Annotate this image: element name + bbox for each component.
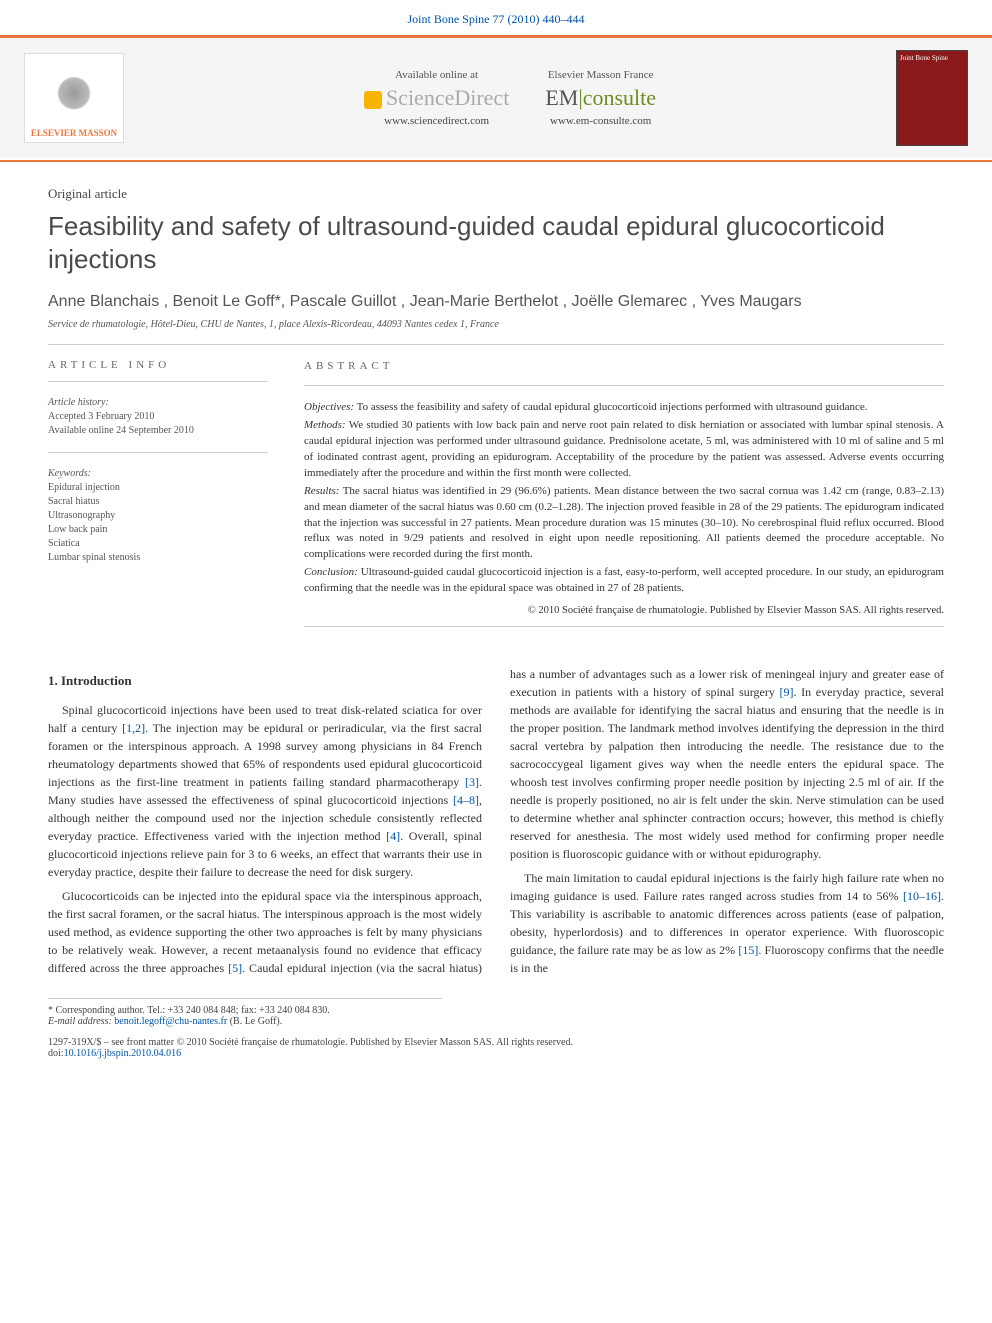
elsevier-tree-icon bbox=[50, 74, 98, 122]
keywords-block: Keywords: Epidural injection Sacral hiat… bbox=[48, 467, 268, 565]
citation-link[interactable]: [3] bbox=[465, 775, 479, 789]
citation-link[interactable]: [4–8] bbox=[453, 793, 479, 807]
citation-text: Joint Bone Spine 77 (2010) 440–444 bbox=[408, 12, 585, 26]
publisher-logo: ELSEVIER MASSON bbox=[24, 53, 124, 143]
history-line: Available online 24 September 2010 bbox=[48, 424, 268, 438]
article-content: Original article Feasibility and safety … bbox=[0, 162, 992, 1083]
affiliation: Service de rhumatologie, Hôtel-Dieu, CHU… bbox=[48, 319, 944, 330]
citation-link[interactable]: [1,2] bbox=[122, 721, 145, 735]
doi-link[interactable]: 10.1016/j.jbspin.2010.04.016 bbox=[64, 1048, 182, 1059]
citation-link[interactable]: [9] bbox=[780, 685, 794, 699]
doi-line: doi:10.1016/j.jbspin.2010.04.016 bbox=[48, 1048, 944, 1059]
keyword: Sciatica bbox=[48, 537, 268, 551]
journal-banner: ELSEVIER MASSON Available online at Scie… bbox=[0, 35, 992, 160]
divider bbox=[48, 381, 268, 382]
email-label: E-mail address: bbox=[48, 1016, 112, 1027]
sciencedirect-block: Available online at ScienceDirect www.sc… bbox=[364, 69, 509, 127]
conclusion-label: Conclusion: bbox=[304, 566, 358, 578]
history-label: Article history: bbox=[48, 396, 268, 410]
article-history: Article history: Accepted 3 February 201… bbox=[48, 396, 268, 438]
doi-label: doi: bbox=[48, 1048, 64, 1059]
citation-link[interactable]: [5] bbox=[228, 961, 242, 975]
history-line: Accepted 3 February 2010 bbox=[48, 410, 268, 424]
keywords-label: Keywords: bbox=[48, 467, 268, 481]
abstract-heading: ABSTRACT bbox=[304, 359, 944, 375]
citation-link[interactable]: [4] bbox=[386, 829, 400, 843]
divider bbox=[304, 626, 944, 627]
email-link[interactable]: benoit.legoff@chu-nantes.fr bbox=[114, 1016, 227, 1027]
body-text: 1. Introduction Spinal glucocorticoid in… bbox=[48, 665, 944, 980]
corresponding-author: * Corresponding author. Tel.: +33 240 08… bbox=[48, 1005, 442, 1016]
article-type: Original article bbox=[48, 186, 944, 202]
publisher-name: ELSEVIER MASSON bbox=[31, 128, 117, 138]
abstract-objectives: Objectives: To assess the feasibility an… bbox=[304, 400, 944, 416]
email-line: E-mail address: benoit.legoff@chu-nantes… bbox=[48, 1016, 442, 1027]
article-title: Feasibility and safety of ultrasound-gui… bbox=[48, 210, 944, 275]
body-paragraph: Spinal glucocorticoid injections have be… bbox=[48, 701, 482, 881]
sd-top-text: Available online at bbox=[364, 69, 509, 81]
objectives-label: Objectives: bbox=[304, 401, 354, 413]
sciencedirect-icon bbox=[364, 91, 382, 109]
email-suffix: (B. Le Goff). bbox=[230, 1016, 283, 1027]
abstract-column: ABSTRACT Objectives: To assess the feasi… bbox=[304, 359, 944, 641]
banner-center: Available online at ScienceDirect www.sc… bbox=[148, 69, 872, 127]
methods-label: Methods: bbox=[304, 419, 346, 431]
info-heading: ARTICLE INFO bbox=[48, 359, 268, 371]
emconsulte-block: Elsevier Masson France EM|consulte www.e… bbox=[545, 69, 656, 127]
citation-link[interactable]: [10–16] bbox=[903, 889, 941, 903]
section-heading: 1. Introduction bbox=[48, 671, 482, 691]
footer: 1297-319X/$ – see front matter © 2010 So… bbox=[48, 1037, 944, 1059]
keyword: Low back pain bbox=[48, 523, 268, 537]
em-top-text: Elsevier Masson France bbox=[545, 69, 656, 81]
sd-url: www.sciencedirect.com bbox=[364, 115, 509, 127]
citation-link[interactable]: [15] bbox=[738, 943, 758, 957]
keyword: Epidural injection bbox=[48, 481, 268, 495]
abstract-conclusion: Conclusion: Ultrasound-guided caudal glu… bbox=[304, 565, 944, 597]
footnotes: * Corresponding author. Tel.: +33 240 08… bbox=[48, 998, 442, 1027]
body-paragraph: The main limitation to caudal epidural i… bbox=[510, 869, 944, 977]
sciencedirect-brand: ScienceDirect bbox=[364, 85, 509, 111]
keyword: Lumbar spinal stenosis bbox=[48, 551, 268, 565]
abstract-methods: Methods: We studied 30 patients with low… bbox=[304, 418, 944, 482]
article-info-column: ARTICLE INFO Article history: Accepted 3… bbox=[48, 359, 268, 641]
journal-cover-thumb: Joint Bone Spine bbox=[896, 50, 968, 146]
divider bbox=[48, 452, 268, 453]
keyword: Ultrasonography bbox=[48, 509, 268, 523]
em-url: www.em-consulte.com bbox=[545, 115, 656, 127]
cover-label: Joint Bone Spine bbox=[900, 54, 948, 62]
emconsulte-brand: EM|consulte bbox=[545, 85, 656, 111]
results-label: Results: bbox=[304, 485, 339, 497]
author-list: Anne Blanchais , Benoit Le Goff*, Pascal… bbox=[48, 293, 944, 311]
issn-line: 1297-319X/$ – see front matter © 2010 So… bbox=[48, 1037, 944, 1048]
divider bbox=[304, 385, 944, 386]
abstract-results: Results: The sacral hiatus was identifie… bbox=[304, 484, 944, 564]
divider bbox=[48, 344, 944, 345]
keyword: Sacral hiatus bbox=[48, 495, 268, 509]
running-head: Joint Bone Spine 77 (2010) 440–444 bbox=[0, 0, 992, 35]
abstract-copyright: © 2010 Société française de rhumatologie… bbox=[304, 603, 944, 618]
info-abstract-row: ARTICLE INFO Article history: Accepted 3… bbox=[48, 359, 944, 641]
